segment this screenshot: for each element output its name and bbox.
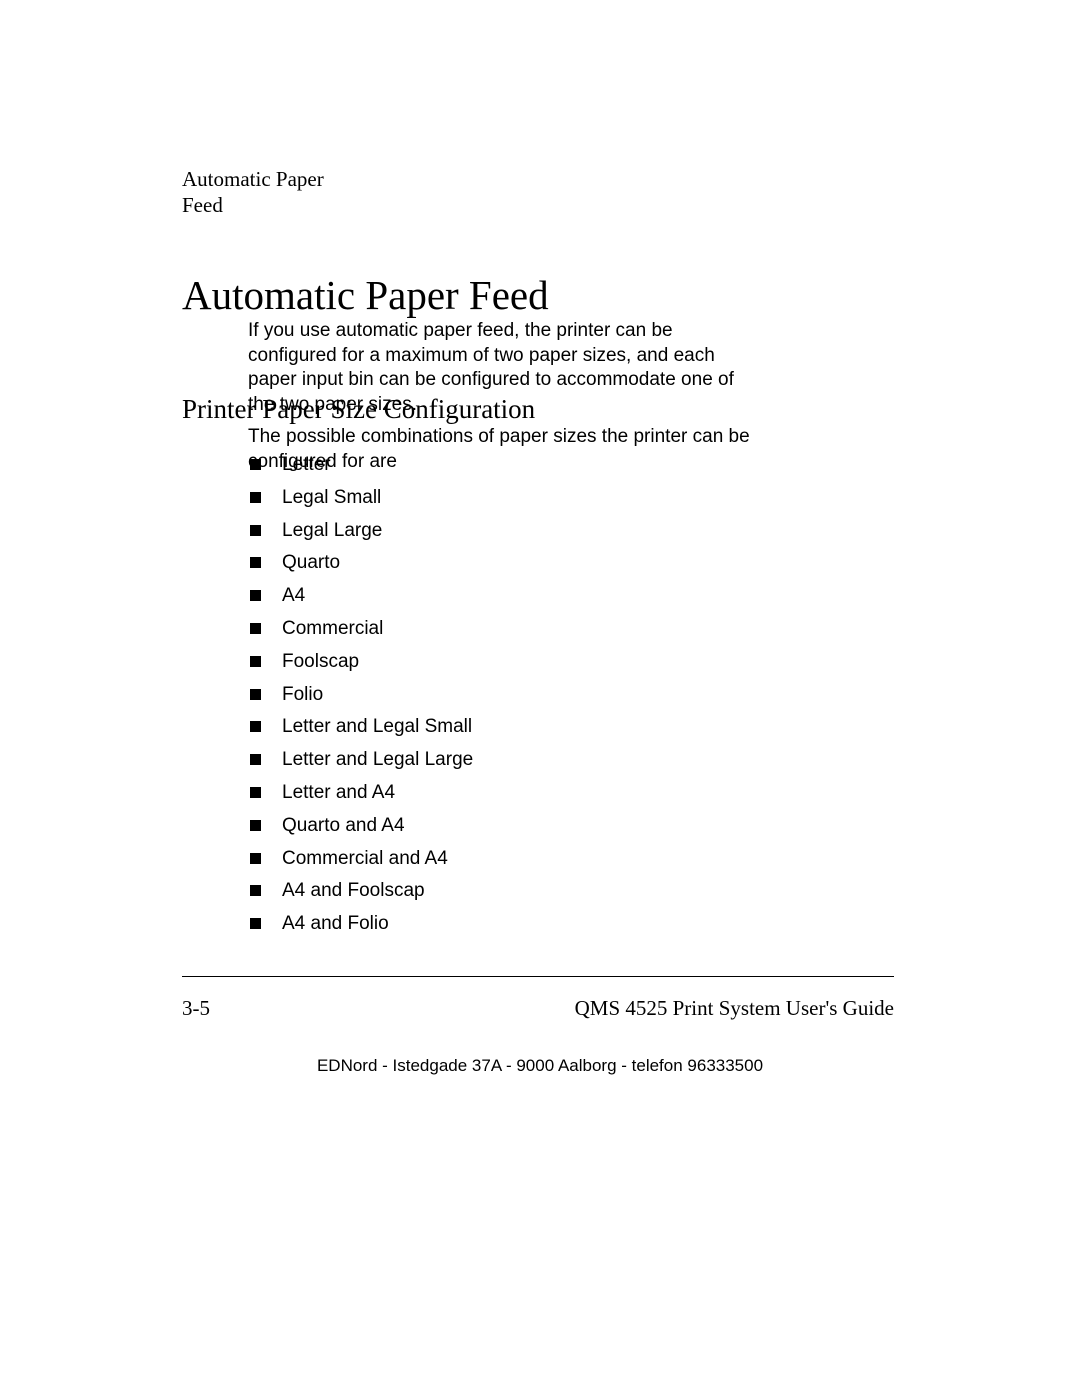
list-item-label: Folio	[282, 684, 323, 705]
list-item: Letter and Legal Small	[248, 716, 758, 739]
subsection-heading: Printer Paper Size Configuration	[182, 394, 535, 425]
list-item: Letter	[248, 454, 758, 477]
list-item-label: Quarto and A4	[282, 815, 405, 836]
list-item-label: A4	[282, 585, 305, 606]
list-item-label: Commercial	[282, 618, 383, 639]
page-number: 3-5	[182, 996, 210, 1021]
list-item: Legal Large	[248, 520, 758, 543]
list-item-label: Legal Large	[282, 520, 382, 541]
list-item-label: A4 and Folio	[282, 913, 389, 934]
list-item: Quarto and A4	[248, 815, 758, 838]
list-item: Commercial	[248, 618, 758, 641]
list-item: Quarto	[248, 552, 758, 575]
list-item: Folio	[248, 684, 758, 707]
list-item: Letter and Legal Large	[248, 749, 758, 772]
list-item: A4 and Foolscap	[248, 880, 758, 903]
list-item: A4	[248, 585, 758, 608]
footer-rule	[182, 976, 894, 977]
list-item: Legal Small	[248, 487, 758, 510]
list-item-label: Commercial and A4	[282, 848, 448, 869]
list-item-label: Letter and Legal Small	[282, 716, 472, 737]
running-head: Automatic PaperFeed	[182, 166, 342, 219]
section-heading: Automatic Paper Feed	[182, 273, 549, 318]
list-item-label: Letter and Legal Large	[282, 749, 473, 770]
list-item: Foolscap	[248, 651, 758, 674]
list-item: A4 and Folio	[248, 913, 758, 936]
list-item-label: A4 and Foolscap	[282, 880, 425, 901]
list-item: Letter and A4	[248, 782, 758, 805]
list-item-label: Quarto	[282, 552, 340, 573]
list-item: Commercial and A4	[248, 848, 758, 871]
imprint-line: EDNord - Istedgade 37A - 9000 Aalborg - …	[0, 1056, 1080, 1076]
list-item-label: Foolscap	[282, 651, 359, 672]
list-item-label: Letter	[282, 454, 331, 475]
guide-title: QMS 4525 Print System User's Guide	[575, 996, 894, 1021]
document-page: Automatic PaperFeed Automatic Paper Feed…	[0, 0, 1080, 1397]
list-item-label: Letter and A4	[282, 782, 395, 803]
paper-size-list: Letter Legal Small Legal Large Quarto A4…	[248, 454, 758, 946]
list-item-label: Legal Small	[282, 487, 381, 508]
